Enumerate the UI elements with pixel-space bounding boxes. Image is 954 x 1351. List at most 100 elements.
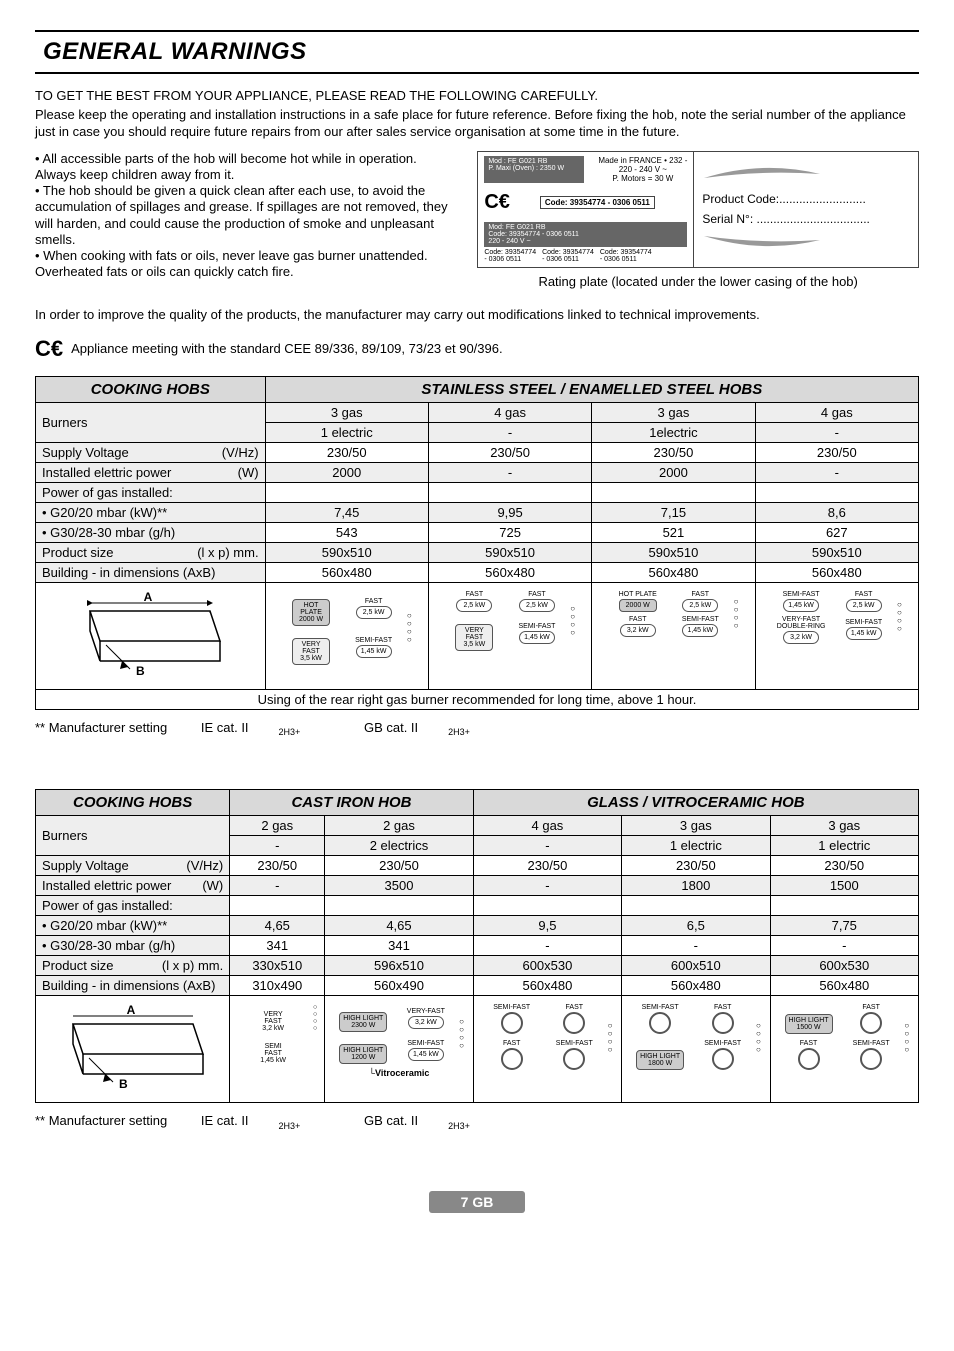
cell: 4,65: [230, 916, 325, 936]
cell: 3 gas: [265, 402, 428, 422]
swoosh-icon: [702, 232, 822, 250]
intro-block: TO GET THE BEST FROM YOUR APPLIANCE, PLE…: [35, 88, 919, 141]
improvement-note: In order to improve the quality of the p…: [35, 307, 919, 322]
cell: 230/50: [770, 856, 918, 876]
plate-maxi: P. Maxi (Oven) : 2350 W: [488, 165, 580, 172]
cell: 560x480: [473, 976, 621, 996]
cell: -: [473, 836, 621, 856]
svg-text:B: B: [119, 1077, 128, 1091]
cell: 560x480: [428, 562, 591, 582]
cell: 2000: [592, 462, 755, 482]
plate-dark-mod: Mod: FE G021 RB: [488, 224, 683, 231]
table2-hdr-left: COOKING HOBS: [36, 790, 230, 816]
dotted-line: ..................................: [753, 212, 870, 226]
row-supply: Supply Voltage(V/Hz): [36, 442, 266, 462]
cell: 2 gas: [325, 816, 473, 836]
row-pgas: Power of gas installed:: [36, 896, 230, 916]
svg-text:A: A: [126, 1004, 135, 1017]
ab-diagram: A B: [36, 996, 230, 1103]
cell: 3 gas: [622, 816, 770, 836]
layout-diagram: SEMI-FAST1,45 kWFAST2,5 kW○○○○VERY-FAST …: [755, 582, 918, 689]
table2-hdr-mid: CAST IRON HOB: [230, 790, 473, 816]
cell: 3 gas: [770, 816, 918, 836]
cell: 600x510: [622, 956, 770, 976]
cell: 590x510: [592, 542, 755, 562]
bullet: • When cooking with fats or oils, never …: [35, 248, 459, 281]
cell: 4 gas: [755, 402, 918, 422]
cell: 1800: [622, 876, 770, 896]
cell: 9,95: [428, 502, 591, 522]
cell: 7,75: [770, 916, 918, 936]
svg-text:A: A: [144, 591, 153, 604]
cell: -: [428, 462, 591, 482]
cell: 1 electric: [265, 422, 428, 442]
cell: 230/50: [325, 856, 473, 876]
cell: 7,15: [592, 502, 755, 522]
spec-table-castiron-glass: COOKING HOBS CAST IRON HOB GLASS / VITRO…: [35, 789, 919, 1103]
cell: 6,5: [622, 916, 770, 936]
cell: 3 gas: [592, 402, 755, 422]
cell: -: [428, 422, 591, 442]
bullet: • All accessible parts of the hob will b…: [35, 151, 459, 184]
swoosh-icon: [702, 164, 822, 182]
cell: 2000: [265, 462, 428, 482]
row-inst: Installed elettric power(W): [36, 462, 266, 482]
cell: 627: [755, 522, 918, 542]
footnote-2: ** Manufacturer setting IE cat. II2H3+ G…: [35, 1113, 919, 1131]
cell: 341: [230, 936, 325, 956]
row-g30: • G30/28-30 mbar (g/h): [36, 936, 230, 956]
cell: 230/50: [473, 856, 621, 876]
cell: 560x480: [592, 562, 755, 582]
serial-label: Serial N°:: [702, 212, 753, 226]
spec-table-stainless: COOKING HOBS STAINLESS STEEL / ENAMELLED…: [35, 376, 919, 710]
svg-text:B: B: [136, 664, 145, 678]
cell: 1500: [770, 876, 918, 896]
page-title-band: GENERAL WARNINGS: [35, 30, 919, 74]
footnote-1: ** Manufacturer setting IE cat. II2H3+ G…: [35, 720, 919, 738]
plate-motors: P. Motors = 30 W: [598, 174, 687, 183]
ce-text: Appliance meeting with the standard CEE …: [71, 341, 502, 356]
cell: 1 electric: [770, 836, 918, 856]
rating-plate-caption: Rating plate (located under the lower ca…: [477, 274, 919, 289]
row-burners: Burners: [36, 816, 230, 856]
cell: 310x490: [230, 976, 325, 996]
cell: 9,5: [473, 916, 621, 936]
rating-plate-block: Mod : FE G021 RB P. Maxi (Oven) : 2350 W…: [477, 151, 919, 289]
ce-mark-icon: C€: [484, 191, 510, 214]
cell: 330x510: [230, 956, 325, 976]
cell: 230/50: [592, 442, 755, 462]
cell: -: [755, 462, 918, 482]
layout-diagram: SEMI-FASTFAST○○○○ HIGH LIGHT 1800 WSEMI-…: [622, 996, 770, 1103]
bullets: • All accessible parts of the hob will b…: [35, 151, 459, 289]
layout-diagram: HIGH LIGHT 1500 WFAST○○○○FASTSEMI-FAST: [770, 996, 918, 1103]
page-number: 7 GB: [429, 1191, 526, 1213]
cell: 230/50: [230, 856, 325, 876]
plate-dark-v: 220 - 240 V ~: [488, 238, 683, 245]
plate-made: Made in FRANCE • 232 -: [598, 156, 687, 165]
layout-diagram: SEMI-FASTFAST○○○○FASTSEMI-FAST: [473, 996, 621, 1103]
cell: 230/50: [428, 442, 591, 462]
plate-volt: 220 - 240 V ~: [598, 165, 687, 174]
plate-trio: Code: 39354774 - 0306 0511: [542, 249, 594, 263]
cell: 1electric: [592, 422, 755, 442]
cell: 590x510: [265, 542, 428, 562]
cell: 8,6: [755, 502, 918, 522]
dotted-line: ..........................: [779, 192, 866, 206]
plate-trio: Code: 39354774 - 0306 0511: [600, 249, 652, 263]
row-g30: • G30/28-30 mbar (g/h): [36, 522, 266, 542]
table1-hdr-right: STAINLESS STEEL / ENAMELLED STEEL HOBS: [265, 376, 918, 402]
cell: 560x480: [265, 562, 428, 582]
cell: 590x510: [428, 542, 591, 562]
rating-plate: Mod : FE G021 RB P. Maxi (Oven) : 2350 W…: [477, 151, 919, 268]
row-psize: Product size(l x p) mm.: [36, 542, 266, 562]
row-g20: • G20/20 mbar (kW)**: [36, 502, 266, 522]
layout-diagram: HOT PLATE 2000 WFAST2,5 kW○○○○ VERY FAST…: [265, 582, 428, 689]
plate-trio: Code: 39354774 - 0306 0511: [484, 249, 536, 263]
cell: 600x530: [770, 956, 918, 976]
cell: 590x510: [755, 542, 918, 562]
cell: 4,65: [325, 916, 473, 936]
using-note: Using of the rear right gas burner recom…: [36, 689, 919, 709]
cell: -: [770, 936, 918, 956]
cell: 725: [428, 522, 591, 542]
row-g20: • G20/20 mbar (kW)**: [36, 916, 230, 936]
